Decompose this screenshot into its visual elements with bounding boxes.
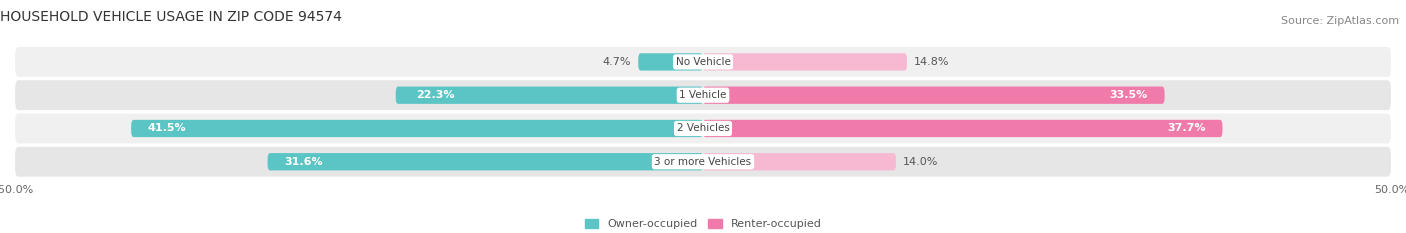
FancyBboxPatch shape (703, 120, 1222, 137)
Text: No Vehicle: No Vehicle (675, 57, 731, 67)
FancyBboxPatch shape (267, 153, 703, 170)
Text: 37.7%: 37.7% (1167, 123, 1206, 134)
FancyBboxPatch shape (638, 53, 703, 71)
FancyBboxPatch shape (131, 120, 703, 137)
Text: 14.0%: 14.0% (903, 157, 938, 167)
FancyBboxPatch shape (703, 86, 1164, 104)
Text: HOUSEHOLD VEHICLE USAGE IN ZIP CODE 94574: HOUSEHOLD VEHICLE USAGE IN ZIP CODE 9457… (0, 10, 342, 24)
Text: 22.3%: 22.3% (416, 90, 456, 100)
Text: 41.5%: 41.5% (148, 123, 187, 134)
FancyBboxPatch shape (14, 113, 1392, 144)
FancyBboxPatch shape (14, 146, 1392, 178)
Text: 2 Vehicles: 2 Vehicles (676, 123, 730, 134)
Legend: Owner-occupied, Renter-occupied: Owner-occupied, Renter-occupied (585, 219, 821, 229)
Text: 14.8%: 14.8% (914, 57, 949, 67)
Text: 4.7%: 4.7% (603, 57, 631, 67)
Text: 3 or more Vehicles: 3 or more Vehicles (654, 157, 752, 167)
Text: 31.6%: 31.6% (284, 157, 323, 167)
FancyBboxPatch shape (395, 86, 703, 104)
Text: 33.5%: 33.5% (1109, 90, 1149, 100)
FancyBboxPatch shape (703, 153, 896, 170)
FancyBboxPatch shape (703, 53, 907, 71)
Text: 1 Vehicle: 1 Vehicle (679, 90, 727, 100)
Text: Source: ZipAtlas.com: Source: ZipAtlas.com (1281, 16, 1399, 26)
FancyBboxPatch shape (14, 46, 1392, 78)
FancyBboxPatch shape (14, 79, 1392, 111)
